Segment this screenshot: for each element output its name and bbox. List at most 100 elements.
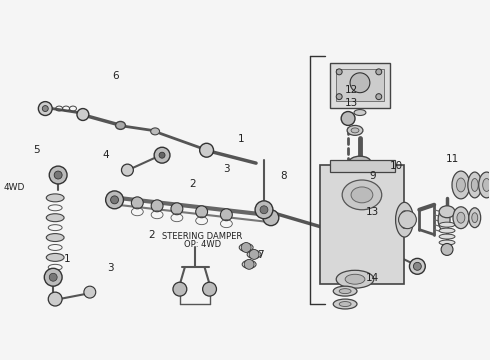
Circle shape bbox=[159, 152, 165, 158]
Ellipse shape bbox=[339, 302, 351, 306]
Circle shape bbox=[131, 197, 143, 209]
Bar bbox=[336, 69, 384, 100]
Ellipse shape bbox=[345, 274, 365, 284]
Text: 1: 1 bbox=[238, 134, 245, 144]
Text: 3: 3 bbox=[223, 164, 230, 174]
Ellipse shape bbox=[46, 234, 64, 242]
Circle shape bbox=[111, 196, 119, 204]
Circle shape bbox=[350, 73, 370, 93]
Circle shape bbox=[376, 94, 382, 100]
Circle shape bbox=[260, 206, 268, 214]
Circle shape bbox=[151, 200, 163, 212]
Circle shape bbox=[441, 243, 453, 255]
Circle shape bbox=[122, 164, 133, 176]
Circle shape bbox=[54, 171, 62, 179]
Text: 3: 3 bbox=[107, 262, 114, 273]
Circle shape bbox=[349, 240, 361, 252]
Ellipse shape bbox=[395, 202, 414, 237]
Ellipse shape bbox=[333, 286, 357, 296]
Circle shape bbox=[327, 224, 343, 239]
Ellipse shape bbox=[116, 121, 125, 129]
Ellipse shape bbox=[351, 128, 359, 133]
Circle shape bbox=[244, 260, 254, 269]
Circle shape bbox=[372, 242, 388, 257]
Circle shape bbox=[341, 112, 355, 125]
Circle shape bbox=[359, 244, 371, 256]
Circle shape bbox=[241, 243, 251, 252]
Ellipse shape bbox=[452, 171, 470, 199]
Ellipse shape bbox=[336, 270, 374, 288]
Ellipse shape bbox=[400, 211, 409, 229]
Circle shape bbox=[171, 203, 183, 215]
Ellipse shape bbox=[472, 213, 478, 223]
Ellipse shape bbox=[339, 289, 351, 294]
Text: STEERING DAMPER: STEERING DAMPER bbox=[320, 184, 393, 193]
Ellipse shape bbox=[457, 212, 465, 223]
Circle shape bbox=[398, 211, 416, 229]
Circle shape bbox=[173, 282, 187, 296]
Circle shape bbox=[249, 249, 259, 260]
Ellipse shape bbox=[439, 234, 455, 239]
Ellipse shape bbox=[468, 172, 482, 198]
Text: 8: 8 bbox=[281, 171, 287, 181]
Ellipse shape bbox=[360, 239, 370, 246]
Text: OP: 4WD: OP: 4WD bbox=[184, 240, 221, 249]
Ellipse shape bbox=[354, 109, 366, 116]
Circle shape bbox=[49, 166, 67, 184]
Ellipse shape bbox=[439, 222, 455, 227]
Circle shape bbox=[220, 209, 232, 221]
Text: 13: 13 bbox=[366, 207, 379, 217]
Bar bbox=[330, 63, 390, 108]
Ellipse shape bbox=[347, 125, 363, 135]
Circle shape bbox=[48, 292, 62, 306]
Text: 5: 5 bbox=[33, 145, 40, 155]
Circle shape bbox=[42, 105, 48, 112]
Circle shape bbox=[336, 94, 342, 100]
Text: 2: 2 bbox=[148, 230, 155, 240]
Circle shape bbox=[263, 210, 279, 226]
Text: 13: 13 bbox=[345, 98, 359, 108]
Circle shape bbox=[84, 286, 96, 298]
Ellipse shape bbox=[457, 178, 465, 192]
Ellipse shape bbox=[453, 207, 469, 229]
Circle shape bbox=[410, 258, 425, 274]
Bar bbox=[330, 160, 394, 172]
Text: 11: 11 bbox=[445, 154, 459, 163]
Circle shape bbox=[106, 191, 123, 209]
Ellipse shape bbox=[439, 240, 455, 245]
Circle shape bbox=[255, 201, 273, 219]
Text: STEERING DAMPER: STEERING DAMPER bbox=[162, 232, 243, 241]
Circle shape bbox=[373, 193, 387, 207]
Ellipse shape bbox=[479, 172, 490, 198]
Ellipse shape bbox=[46, 194, 64, 202]
Circle shape bbox=[44, 268, 62, 286]
Ellipse shape bbox=[471, 179, 478, 192]
Ellipse shape bbox=[438, 209, 450, 231]
Ellipse shape bbox=[351, 187, 373, 203]
Text: 2: 2 bbox=[190, 179, 196, 189]
Text: 4WD: 4WD bbox=[4, 183, 25, 192]
Ellipse shape bbox=[150, 128, 160, 135]
Circle shape bbox=[49, 273, 57, 281]
Ellipse shape bbox=[351, 175, 369, 185]
Ellipse shape bbox=[46, 253, 64, 261]
Text: 6: 6 bbox=[112, 71, 119, 81]
Text: 7: 7 bbox=[257, 250, 264, 260]
Circle shape bbox=[199, 143, 214, 157]
Circle shape bbox=[376, 69, 382, 75]
Text: 4: 4 bbox=[102, 150, 109, 160]
Ellipse shape bbox=[439, 206, 455, 218]
Ellipse shape bbox=[349, 156, 371, 168]
Text: 1: 1 bbox=[63, 253, 70, 264]
Circle shape bbox=[77, 109, 89, 121]
Ellipse shape bbox=[350, 235, 360, 242]
Ellipse shape bbox=[46, 214, 64, 222]
Circle shape bbox=[203, 282, 217, 296]
Ellipse shape bbox=[483, 179, 490, 192]
Text: 14: 14 bbox=[366, 273, 379, 283]
Text: 12: 12 bbox=[345, 85, 359, 95]
Circle shape bbox=[38, 102, 52, 116]
Circle shape bbox=[196, 206, 208, 218]
Text: 10: 10 bbox=[390, 161, 403, 171]
Bar bbox=[320, 165, 405, 284]
